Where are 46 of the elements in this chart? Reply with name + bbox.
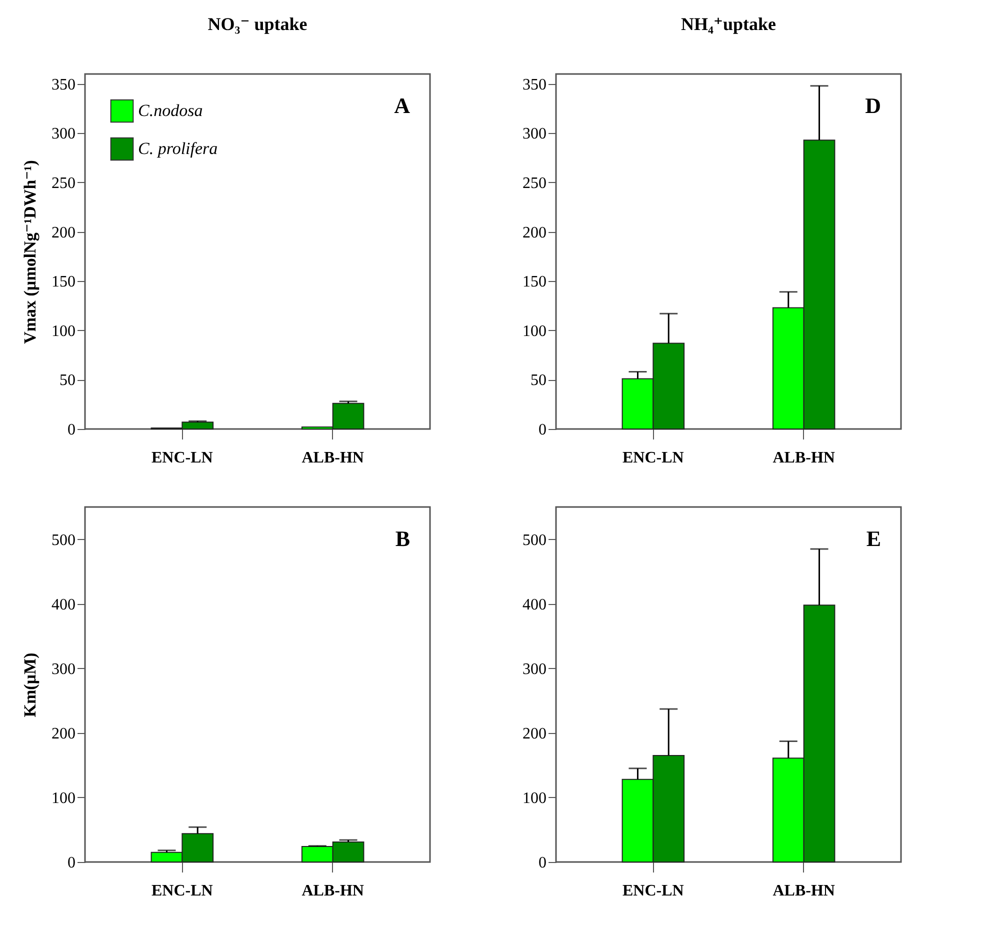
y-tick-label: 200 — [52, 725, 76, 742]
y-tick-label: 0 — [538, 422, 546, 438]
y-tick-label: 250 — [522, 174, 546, 192]
y-tick-label: 300 — [522, 126, 546, 143]
y-tick-label: 400 — [52, 596, 76, 614]
y-tick-label: 100 — [522, 790, 546, 807]
annotation: A — [394, 93, 410, 118]
y-tick-label: 0 — [68, 422, 76, 438]
x-tick-label: ALB-HN — [302, 450, 364, 466]
annotation: B — [395, 526, 410, 551]
y-tick-label: 250 — [52, 174, 76, 192]
y-tick-label: 200 — [522, 224, 546, 242]
x-tick-label: ALB-HN — [772, 450, 836, 466]
x-tick-label: ENC-LN — [622, 450, 684, 466]
annotation: D — [865, 93, 881, 118]
y-tick-label: 300 — [52, 126, 76, 143]
x-tick-label: ALB-HN — [772, 882, 836, 900]
y-tick-label: 350 — [522, 76, 546, 94]
chart-title: NH₄⁺uptake — [681, 14, 776, 34]
y-tick-label: 50 — [60, 372, 76, 390]
y-tick-label: 100 — [522, 322, 546, 340]
y-axis-title: Km(µM) — [20, 652, 40, 718]
chart-title: NO₃⁻ uptake — [208, 14, 308, 34]
y-tick-label: 0 — [538, 854, 546, 872]
y-tick-label: 350 — [52, 76, 76, 94]
y-tick-label: 50 — [530, 372, 546, 390]
x-tick-label: ALB-HN — [302, 882, 364, 900]
annotation: E — [866, 526, 881, 551]
legend-label: C. prolifera — [138, 139, 218, 158]
y-tick-label: 500 — [522, 532, 546, 549]
x-tick-label: ENC-LN — [152, 450, 214, 466]
y-tick-label: 300 — [52, 660, 76, 678]
y-tick-label: 200 — [52, 224, 76, 242]
y-tick-label: 500 — [52, 532, 76, 549]
x-tick-label: ENC-LN — [622, 882, 684, 900]
y-tick-label: 400 — [522, 596, 546, 614]
y-tick-label: 150 — [522, 274, 546, 291]
legend-label: C.nodosa — [138, 101, 203, 120]
y-tick-label: 100 — [52, 790, 76, 807]
y-tick-label: 100 — [52, 322, 76, 340]
y-tick-label: 150 — [52, 274, 76, 291]
y-tick-label: 200 — [522, 725, 546, 742]
y-axis-title: Vmax (µmolNg⁻¹DWh⁻¹) — [20, 160, 40, 344]
y-tick-label: 300 — [522, 660, 546, 678]
y-tick-label: 0 — [68, 854, 76, 872]
x-tick-label: ENC-LN — [152, 882, 214, 900]
